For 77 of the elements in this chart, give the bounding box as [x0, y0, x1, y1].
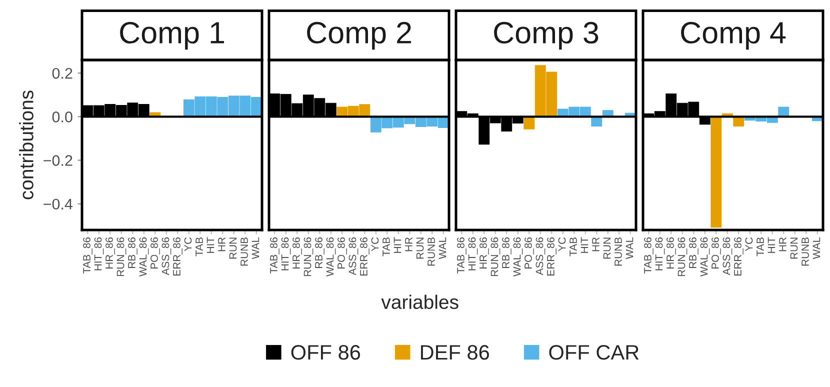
x-tick-label: PO_86 — [712, 237, 721, 269]
y-tick-label: 0.0 — [52, 112, 72, 122]
x-tick-label: HR_86 — [106, 237, 115, 269]
y-tick-label: −0.2 — [44, 155, 72, 166]
x-tick-label: HR — [405, 237, 412, 252]
x-tick-label: ASS_86 — [348, 237, 358, 276]
x-tick-label: YC — [558, 237, 566, 252]
x-tick-label: WAL_86 — [326, 237, 336, 276]
x-tick-label: WAL_86 — [139, 237, 149, 276]
x-tick-label: TAB_86 — [644, 237, 654, 274]
x-tick-label: WAL — [812, 237, 820, 260]
x-tick-label: HR — [218, 237, 226, 252]
chart-title: Comp 3 — [494, 22, 598, 50]
x-tick-label: ERR_86 — [734, 237, 744, 276]
x-tick-label: RUN — [603, 238, 611, 259]
x-tick-label: TAB — [196, 237, 203, 256]
x-tick-label: HIT_86 — [281, 237, 291, 270]
chart-title: Comp 4 — [681, 22, 786, 50]
x-tick-label: ASS_86 — [722, 237, 732, 276]
x-tick-label: PO_86 — [338, 237, 347, 269]
y-tick-label: 0.2 — [52, 68, 72, 79]
x-tick-label: WAL_86 — [513, 237, 523, 276]
x-tick-label: RUN_86 — [116, 237, 126, 276]
x-tick-label: RUNB — [802, 237, 809, 266]
x-tick-label: TAB_86 — [457, 237, 466, 274]
x-tick-label: RUNB — [240, 237, 248, 266]
x-tick-label: TAB — [756, 237, 764, 256]
y-axis-title: contributions — [19, 90, 34, 200]
x-tick-label: ERR_86 — [173, 237, 182, 276]
x-tick-label: WAL — [252, 237, 260, 260]
x-tick-label: RB_86 — [315, 237, 324, 268]
x-tick-label: WAL — [438, 237, 446, 260]
x-axis-title: variables — [381, 294, 458, 310]
x-tick-label: ASS_86 — [162, 237, 172, 276]
x-tick-label: ERR_86 — [360, 237, 370, 276]
x-tick-label: HIT_86 — [655, 237, 665, 270]
x-tick-label: YC — [371, 237, 379, 252]
x-tick-label: HR_86 — [292, 237, 302, 269]
legend-label: OFF 86 — [291, 345, 360, 360]
legend-label: OFF CAR — [549, 345, 639, 360]
x-tick-label: RUN_86 — [678, 237, 688, 276]
chart-title: Comp 1 — [120, 22, 224, 50]
legend-label: DEF 86 — [420, 345, 489, 360]
chart-title: Comp 2 — [307, 22, 411, 50]
x-tick-label: TAB_86 — [83, 237, 92, 274]
x-tick-label: YC — [184, 237, 192, 252]
x-tick-label: WAL_86 — [700, 237, 710, 276]
x-tick-label: RB_86 — [128, 237, 138, 268]
x-tick-label: RB_86 — [689, 237, 698, 268]
x-tick-label: PO_86 — [150, 237, 160, 269]
x-tick-label: ASS_86 — [536, 237, 546, 276]
x-tick-label: HIT_86 — [94, 237, 104, 270]
x-tick-label: RUN_86 — [490, 237, 500, 276]
x-tick-label: ERR_86 — [547, 237, 556, 276]
x-tick-label: PO_86 — [524, 237, 534, 269]
x-tick-label: YC — [745, 237, 753, 252]
x-tick-label: RUNB — [614, 237, 622, 266]
x-tick-label: HIT_86 — [468, 237, 478, 270]
y-tick-label: −0.4 — [44, 198, 73, 210]
x-tick-label: RB_86 — [502, 237, 512, 268]
x-tick-label: WAL — [626, 237, 634, 260]
x-tick-label: HR_86 — [666, 237, 676, 269]
x-tick-label: HR_86 — [480, 237, 489, 269]
x-tick-label: RUN — [790, 238, 798, 259]
x-tick-label: TAB_86 — [270, 237, 280, 274]
x-tick-label: HR — [779, 237, 786, 252]
x-tick-label: RUN_86 — [304, 237, 314, 276]
x-tick-label: TAB — [570, 237, 577, 256]
x-tick-label: RUN — [229, 238, 237, 259]
x-tick-label: HIT — [394, 237, 402, 253]
x-tick-label: RUN — [416, 238, 424, 259]
x-tick-label: HIT — [580, 237, 588, 253]
x-tick-label: HR — [592, 237, 600, 252]
x-tick-label: RUNB — [428, 237, 435, 266]
x-tick-label: HIT — [206, 237, 214, 253]
x-tick-label: TAB — [382, 237, 390, 256]
x-tick-label: HIT — [768, 237, 776, 253]
